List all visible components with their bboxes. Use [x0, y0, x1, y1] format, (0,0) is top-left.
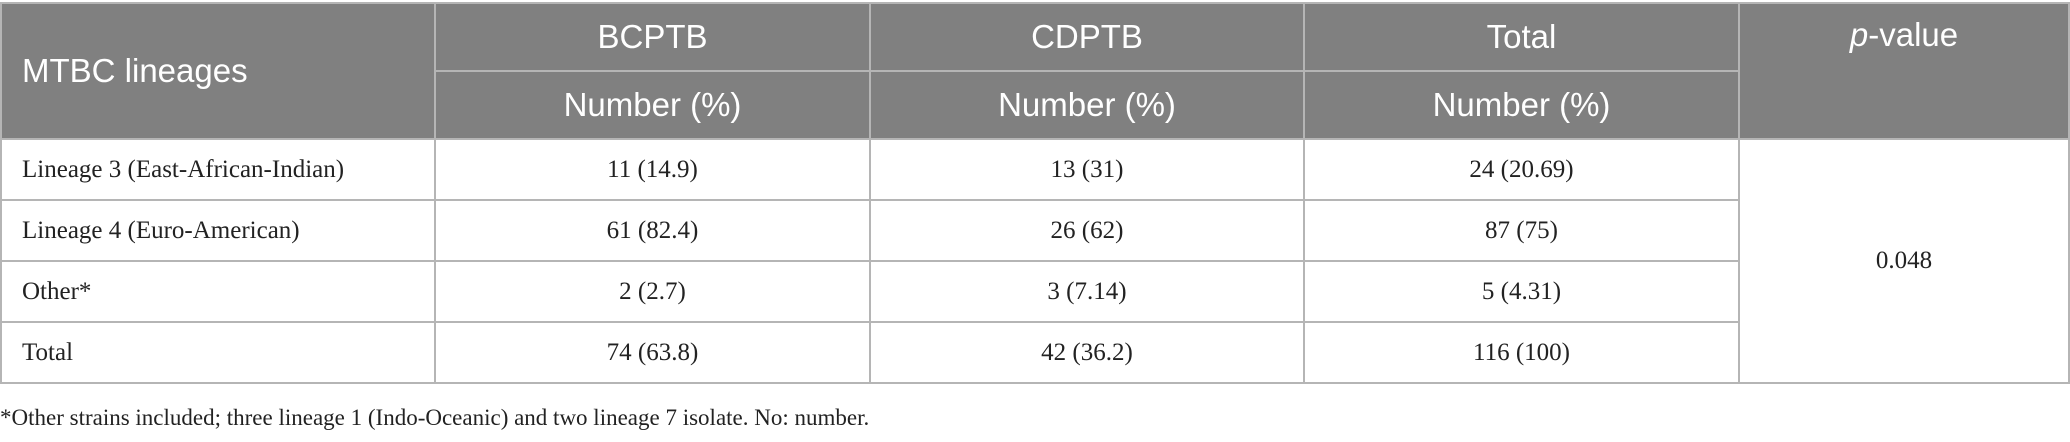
row-lineage-label: Lineage 3 (East-African-Indian)	[0, 138, 436, 201]
row-total-value: 116 (100)	[1303, 321, 1740, 384]
row-cdptb-value: 3 (7.14)	[869, 260, 1305, 323]
table-row: Total 74 (63.8) 42 (36.2) 116 (100)	[0, 321, 2069, 384]
table-header: MTBC lineages BCPTB CDPTB Total p-value …	[0, 2, 2070, 140]
header-p-value: p-value	[1738, 2, 2070, 140]
header-cdptb: CDPTB	[869, 2, 1305, 72]
header-p-rest: -value	[1868, 16, 1959, 53]
subheader-row: Number (%) Number (%) Number (%)	[1, 70, 2069, 140]
row-total-value: 24 (20.69)	[1303, 138, 1740, 201]
row-total-value: 5 (4.31)	[1303, 260, 1740, 323]
table-row: Lineage 4 (Euro-American) 61 (82.4) 26 (…	[0, 199, 2069, 262]
row-lineage-label: Other*	[0, 260, 436, 323]
lineage-distribution-table: MTBC lineages BCPTB CDPTB Total p-value …	[0, 2, 2070, 384]
row-lineage-label: Total	[0, 321, 436, 384]
header-row: MTBC lineages BCPTB CDPTB Total p-value	[0, 2, 2070, 140]
header-bcptb: BCPTB	[434, 2, 871, 72]
table-body: Lineage 3 (East-African-Indian) 11 (14.9…	[0, 138, 2070, 384]
row-bcptb-value: 2 (2.7)	[434, 260, 871, 323]
subheader-total: Number (%)	[1303, 70, 1740, 140]
header-mtbc-lineages: MTBC lineages	[0, 2, 436, 140]
row-cdptb-value: 13 (31)	[869, 138, 1305, 201]
row-cdptb-value: 26 (62)	[869, 199, 1305, 262]
header-p-italic: p	[1849, 16, 1869, 53]
subheader-bcptb: Number (%)	[434, 70, 871, 140]
row-bcptb-value: 74 (63.8)	[434, 321, 871, 384]
row-total-value: 87 (75)	[1303, 199, 1740, 262]
row-bcptb-value: 61 (82.4)	[434, 199, 871, 262]
row-cdptb-value: 42 (36.2)	[869, 321, 1305, 384]
subheader-cdptb: Number (%)	[869, 70, 1305, 140]
header-total: Total	[1303, 2, 1740, 72]
table-row: Lineage 3 (East-African-Indian) 11 (14.9…	[0, 138, 2070, 384]
p-value-cell: 0.048	[1738, 138, 2070, 384]
table-row: Other* 2 (2.7) 3 (7.14) 5 (4.31)	[0, 260, 2069, 323]
row-bcptb-value: 11 (14.9)	[434, 138, 871, 201]
row-lineage-label: Lineage 4 (Euro-American)	[0, 199, 436, 262]
table-footnote: *Other strains included; three lineage 1…	[0, 405, 870, 430]
